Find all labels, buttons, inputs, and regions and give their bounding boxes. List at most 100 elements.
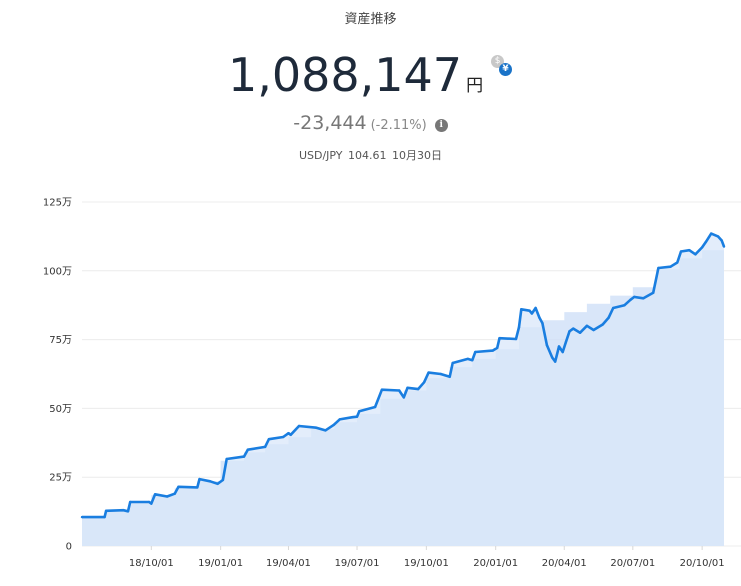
valuation-area-overlay — [82, 233, 724, 546]
valuation-point — [358, 410, 361, 413]
info-icon[interactable]: i — [434, 119, 448, 132]
valuation-point — [633, 295, 636, 299]
x-tick-label: 19/10/01 — [404, 558, 449, 569]
currency-toggle-icon[interactable]: $ ¥ — [491, 55, 513, 77]
daily-change: -23,444 (-2.11%) i — [0, 112, 741, 134]
x-tick-label: 18/10/01 — [129, 558, 174, 569]
valuation-point — [196, 486, 199, 489]
valuation-point — [263, 445, 267, 449]
valuation-point — [541, 321, 544, 325]
valuation-point — [246, 448, 249, 451]
valuation-point — [652, 291, 655, 294]
valuation-point — [528, 309, 531, 312]
valuation-point — [332, 423, 335, 427]
valuation-point — [578, 331, 582, 334]
principal-area — [82, 248, 724, 547]
valuation-point — [289, 433, 292, 436]
change-value: -23,444 — [293, 112, 367, 134]
valuation-point — [716, 235, 720, 238]
valuation-point — [564, 341, 567, 344]
valuation-point — [534, 306, 537, 310]
valuation-point — [561, 350, 564, 354]
valuation-point — [491, 349, 494, 352]
valuation-point — [466, 357, 469, 361]
valuation-point — [572, 327, 575, 330]
valuation-point — [496, 346, 499, 350]
valuation-point — [373, 405, 377, 409]
valuation-point — [607, 316, 610, 319]
valuation-point — [551, 356, 554, 359]
valuation-point — [129, 500, 132, 504]
valuation-point — [720, 239, 723, 242]
valuation-point — [315, 426, 318, 429]
valuation-point — [150, 502, 153, 505]
fx-pair: USD/JPY — [298, 149, 343, 162]
valuation-point — [221, 478, 225, 482]
total-assets-unit: 円 — [466, 76, 484, 96]
valuation-point — [122, 509, 125, 512]
valuation-point — [623, 304, 626, 307]
valuation-point — [700, 246, 704, 249]
x-tick-label: 19/01/01 — [198, 558, 243, 569]
valuation-point — [694, 253, 697, 256]
valuation-point — [427, 371, 430, 374]
valuation-point — [355, 415, 359, 418]
valuation-point — [242, 455, 246, 458]
valuation-point — [545, 343, 549, 347]
valuation-point — [520, 308, 523, 311]
fx-rate-line: USD/JPY 104.61 10月30日 — [0, 147, 741, 163]
valuation-point — [287, 432, 290, 435]
valuation-point — [679, 250, 683, 253]
valuation-point — [474, 350, 477, 354]
x-tick-label: 19/04/01 — [266, 558, 311, 569]
valuation-point — [710, 232, 713, 235]
valuation-point — [601, 323, 604, 326]
valuation-point — [688, 249, 691, 252]
valuation-point — [422, 381, 426, 384]
valuation-point — [642, 297, 645, 300]
valuation-point — [282, 435, 285, 439]
valuation-point — [657, 266, 660, 270]
valuation-point — [225, 457, 228, 461]
valuation-point — [471, 359, 474, 362]
valuation-point — [198, 477, 201, 481]
valuation-point — [498, 337, 501, 340]
valuation-point — [530, 312, 534, 315]
valuation-point — [147, 500, 151, 504]
x-tick-label: 20/10/01 — [680, 558, 725, 569]
valuation-point — [338, 418, 341, 421]
fx-date: 10月30日 — [392, 149, 443, 162]
valuation-point — [514, 337, 518, 341]
valuation-point — [80, 515, 84, 519]
valuation-point — [104, 509, 108, 512]
x-tick-label: 20/01/01 — [473, 558, 518, 569]
valuation-point — [451, 361, 454, 365]
valuation-point — [324, 429, 327, 432]
x-tick-label: 19/07/01 — [335, 558, 380, 569]
fx-rate: 104.61 — [348, 149, 387, 162]
y-tick-label: 100万 — [43, 266, 72, 277]
valuation-point — [612, 306, 615, 310]
valuation-point — [439, 372, 442, 376]
valuation-point — [704, 240, 708, 244]
total-assets: 1,088,147 円 $ ¥ — [0, 48, 741, 102]
x-tick-label: 20/04/01 — [542, 558, 587, 569]
valuation-point — [416, 387, 420, 391]
valuation-point — [153, 493, 157, 496]
y-tick-label: 0 — [66, 542, 72, 553]
total-assets-value: 1,088,147 — [227, 48, 463, 102]
valuation-point — [177, 485, 180, 488]
valuation-point — [554, 360, 557, 363]
y-tick-label: 75万 — [49, 335, 72, 346]
valuation-point — [669, 265, 672, 268]
valuation-point — [722, 245, 726, 248]
y-tick-label: 125万 — [43, 198, 72, 209]
valuation-point — [557, 345, 561, 348]
valuation-point — [406, 386, 409, 389]
valuation-point — [380, 388, 384, 391]
valuation-point — [267, 438, 271, 441]
valuation-point — [568, 330, 571, 333]
x-tick-label: 20/07/01 — [610, 558, 655, 569]
valuation-point — [126, 510, 130, 513]
